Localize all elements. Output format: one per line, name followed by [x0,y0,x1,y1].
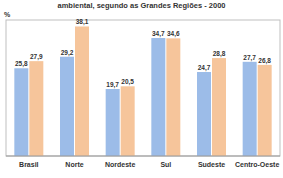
bar [29,61,43,156]
data-label: 24,7 [198,64,211,72]
data-label: 28,8 [213,50,226,58]
x-tick-label: Sul [160,161,171,168]
bar [151,38,165,156]
data-label: 34,7 [152,30,165,38]
x-tick-label: Nordeste [105,161,135,168]
bar [121,86,135,156]
bar [258,65,272,156]
x-tick-label: Centro-Oeste [235,161,279,168]
bar [212,58,226,156]
data-label: 20,5 [121,78,134,86]
data-label: 25,8 [15,60,28,68]
bar [60,57,74,156]
baseline [6,156,280,157]
data-label: 27,9 [30,53,43,61]
data-label: 29,2 [61,49,74,57]
data-label: 38,1 [76,18,89,26]
title: ambiental, segundo as Grandes Regiões - … [58,1,226,10]
bar [197,72,211,156]
data-label: 26,8 [258,57,271,65]
plot-frame [6,20,280,156]
data-label: 27,7 [243,54,256,62]
bars [14,26,271,156]
bar [14,68,28,156]
chart: ambiental, segundo as Grandes Regiões - … [0,0,283,178]
x-tick-label: Norte [65,161,83,168]
bar [166,38,180,156]
x-tick-label: Sudeste [198,161,225,168]
data-label: 19,7 [106,81,119,89]
x-tick-label: Brasil [19,161,39,168]
data-label: 34,6 [167,30,180,38]
data-labels: 25,827,9 29,2 38,1 19,720,5 34,734,6 24,728,8… [15,18,271,89]
bar [106,89,120,156]
bar [243,62,257,156]
y-label: % [4,11,11,18]
bar [75,26,89,156]
